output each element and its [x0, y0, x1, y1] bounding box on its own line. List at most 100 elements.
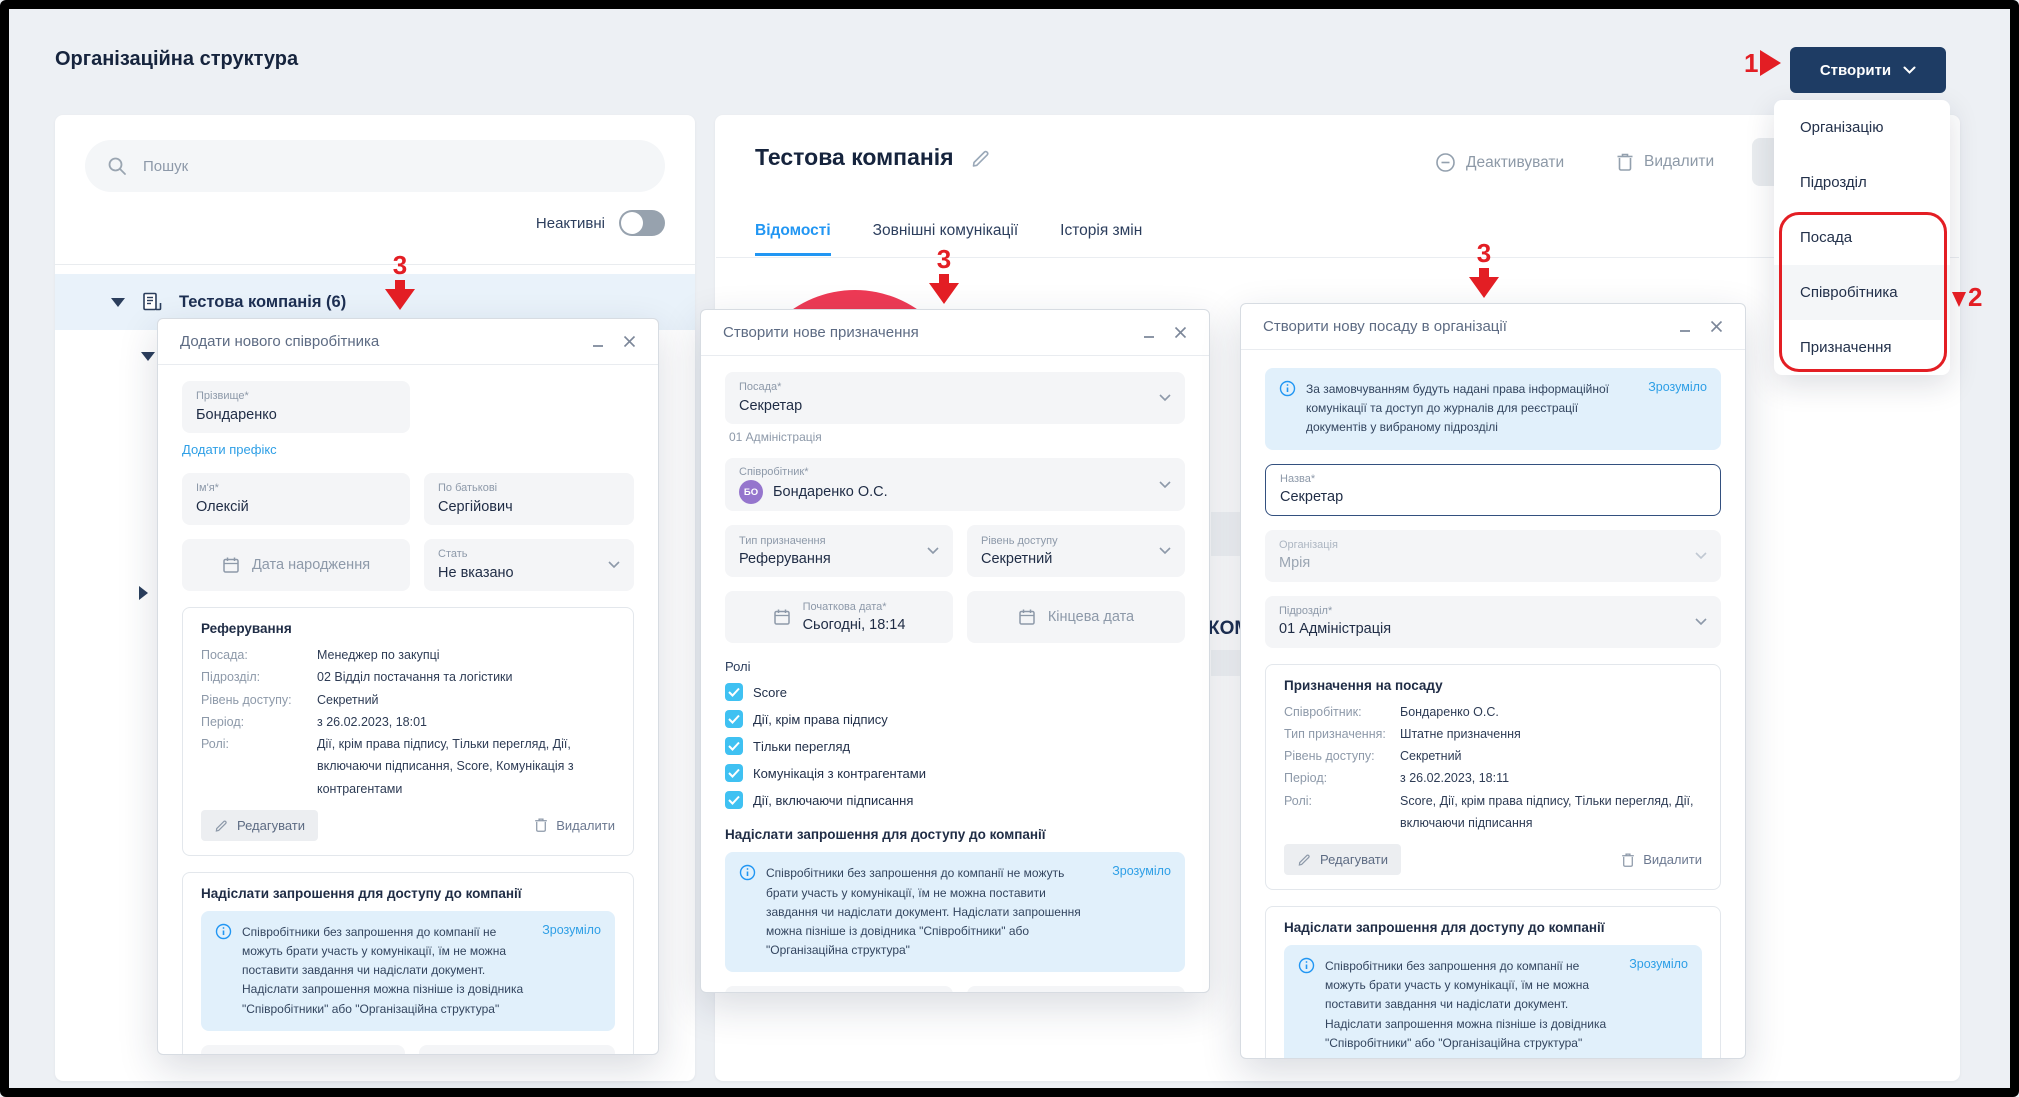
patronymic-field[interactable]: По батькові Сергійович [424, 473, 634, 525]
add-prefix-link[interactable]: Додати префікс [182, 442, 277, 457]
inactive-toggle[interactable] [619, 210, 665, 236]
chevron-down-icon[interactable] [111, 297, 125, 307]
create-button-label: Створити [1819, 61, 1892, 79]
default-rights-infobox: За замовчуванням будуть надані права інф… [1265, 368, 1721, 450]
email-field[interactable] [201, 1044, 406, 1054]
chevron-down-icon [1159, 394, 1171, 402]
assignment-type-select[interactable]: Тип призначення Реферування [725, 525, 953, 578]
menu-item-organization[interactable]: Організацію [1800, 119, 1884, 136]
start-date-field[interactable]: Початкова дата* Сьогодні, 18:14 [725, 591, 953, 644]
delete-assignment-button[interactable]: Видалити [534, 817, 615, 833]
sidebar-divider [55, 264, 695, 265]
toggle-knob [621, 212, 643, 234]
row-value: 02 Відділ постачання та логістики [317, 670, 513, 685]
gender-field[interactable]: Стать Не вказано [424, 539, 634, 591]
close-icon[interactable] [623, 335, 636, 348]
got-it-link[interactable]: Зрозуміло [1648, 380, 1707, 394]
birthdate-field[interactable]: Дата народження [182, 539, 410, 591]
minimize-icon[interactable] [592, 335, 605, 348]
tabs-divider [716, 257, 1959, 258]
background-text-fragment: КОМ [1208, 618, 1251, 639]
menu-item-employee[interactable]: Співробітника [1774, 265, 1950, 320]
tab-change-history[interactable]: Історія змін [1060, 222, 1143, 239]
delete-button[interactable]: Видалити [1616, 152, 1714, 172]
got-it-link[interactable]: Зрозуміло [542, 922, 601, 937]
annotation-number-2: 2 [1968, 282, 1983, 312]
end-date-field[interactable]: Кінцева дата [967, 591, 1185, 644]
chevron-down-icon [1159, 547, 1171, 555]
deactivate-button[interactable]: Деактивувати [1435, 152, 1564, 173]
position-assignment-card: Призначення на посаду Співробітник: Бонда… [1265, 663, 1721, 891]
chevron-right-icon[interactable] [139, 586, 148, 600]
calendar-icon [773, 608, 791, 626]
minimize-icon[interactable] [1143, 326, 1156, 339]
edit-button[interactable]: Редагувати [1284, 844, 1402, 876]
checkbox-checked[interactable] [725, 737, 743, 756]
surname-value: Бондаренко [196, 406, 277, 423]
edit-pencil-icon[interactable] [970, 147, 992, 169]
position-name-input[interactable]: Назва* Секретар [1265, 463, 1721, 516]
delete-label: Видалити [556, 817, 615, 833]
delete-assignment-button[interactable]: Видалити [1621, 852, 1702, 868]
employee-select[interactable]: Співробітник* БО Бондаренко О.С. [725, 458, 1185, 512]
create-button[interactable]: Створити [1790, 47, 1946, 93]
annotation-arrow-1: 1 [1744, 50, 1782, 76]
got-it-link[interactable]: Зрозуміло [1629, 957, 1688, 972]
end-date-placeholder: Кінцева дата [1047, 609, 1135, 626]
type-value: Реферування [739, 550, 831, 567]
employee-label: Співробітник* [739, 466, 809, 478]
calendar-icon [222, 556, 240, 574]
search-input[interactable] [141, 156, 643, 176]
checkbox-checked[interactable] [725, 791, 743, 810]
close-icon[interactable] [1710, 320, 1723, 333]
tab-details[interactable]: Відомості [755, 222, 831, 256]
invite-language-select[interactable]: Мова запрошення Українська [966, 986, 1185, 992]
row-value: з 26.02.2023, 18:11 [1400, 771, 1510, 786]
row-label: Ролі: [201, 737, 230, 751]
role-label: Тільки перегляд [753, 738, 851, 754]
checkbox-checked[interactable] [725, 710, 743, 729]
menu-item-position[interactable]: Посада [1800, 229, 1853, 246]
got-it-link[interactable]: Зрозуміло [1112, 864, 1171, 879]
trash-icon [1616, 152, 1634, 172]
menu-item-unit[interactable]: Підрозділ [1800, 174, 1867, 191]
employee-value: Бондаренко О.С. [773, 484, 888, 501]
row-value: Секретний [317, 692, 379, 707]
edit-button[interactable]: Редагувати [201, 809, 319, 841]
checkbox-checked[interactable] [725, 764, 743, 783]
email-field[interactable] [725, 986, 953, 992]
row-label: Рівень доступу: [1284, 749, 1375, 764]
position-select[interactable]: Посада* Секретар [725, 372, 1185, 424]
start-date-value: Сьогодні, 18:14 [802, 616, 906, 633]
chevron-down-icon [1695, 551, 1707, 560]
unit-select[interactable]: Підрозділ* 01 Адміністрація [1265, 595, 1721, 648]
invite-info-text: Співробітники без запрошення до компанії… [766, 866, 1081, 958]
gender-value: Не вказано [438, 564, 514, 581]
surname-field[interactable]: Прізвище* Бондаренко [182, 381, 410, 433]
invite-language-select[interactable]: Мова запрошення Українська [419, 1044, 615, 1054]
chevron-down-icon[interactable] [141, 352, 155, 361]
chevron-down-icon [1903, 66, 1916, 75]
role-label: Дії, крім права підпису [753, 711, 888, 727]
access-value: Секретний [981, 550, 1053, 567]
access-level-select[interactable]: Рівень доступу Секретний [967, 525, 1185, 578]
background-field-fragment [1211, 512, 1240, 556]
tree-item-label: Тестова компанія (6) [179, 292, 347, 311]
company-doc-icon [141, 291, 163, 313]
row-label: Підрозділ: [201, 670, 261, 685]
close-icon[interactable] [1174, 326, 1187, 339]
tab-external-communications[interactable]: Зовнішні комунікації [872, 222, 1019, 239]
row-label: Посада: [201, 648, 248, 662]
name-label: Назва* [1280, 472, 1316, 485]
invite-card: Надіслати запрошення для доступу до комп… [1265, 906, 1721, 1058]
minimize-icon[interactable] [1679, 320, 1692, 333]
chevron-down-icon [1695, 617, 1707, 626]
modal-title: Створити нове призначення [723, 324, 919, 341]
menu-item-assignment[interactable]: Призначення [1800, 339, 1892, 356]
first-name-field[interactable]: Ім'я* Олексій [182, 473, 410, 525]
search-input-wrap[interactable] [85, 140, 665, 192]
row-label: Період: [1284, 771, 1328, 786]
invite-info-text: Співробітники без запрошення до компанії… [242, 924, 524, 1016]
edit-label: Редагувати [1320, 852, 1389, 868]
checkbox-checked[interactable] [725, 683, 743, 702]
